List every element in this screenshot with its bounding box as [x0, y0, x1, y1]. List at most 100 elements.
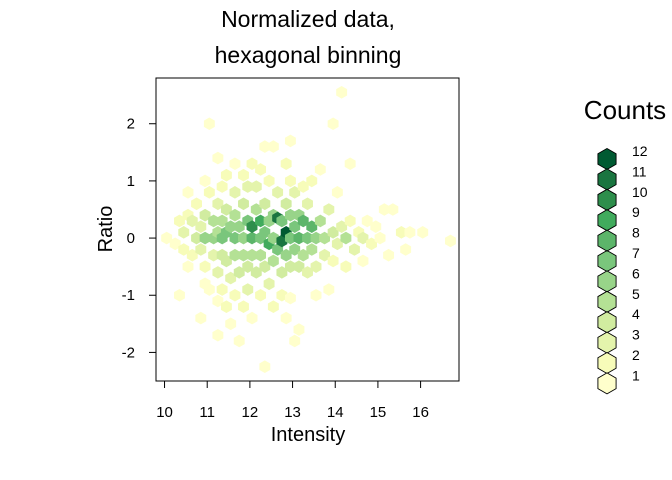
- hex-bin-58: [238, 168, 249, 182]
- legend-label-9: 9: [632, 204, 640, 220]
- hex-bin-67: [246, 157, 258, 171]
- hex-bin-46: [229, 231, 241, 245]
- hex-bin-109: [289, 220, 301, 233]
- hex-bin-80: [259, 140, 271, 153]
- hex-bin-122: [302, 197, 313, 211]
- legend: 12 11 10 9 8 7 6 5 4 3 2 1: [597, 143, 648, 395]
- hex-bin-13: [195, 243, 207, 256]
- hex-bin-49: [229, 186, 241, 199]
- legend-hex-1: [597, 372, 617, 395]
- hex-bin-144: [344, 214, 356, 228]
- hex-bin-39: [220, 203, 232, 216]
- legend-label-8: 8: [632, 225, 640, 241]
- hex-bin-119: [297, 180, 309, 193]
- hex-bin-70: [250, 266, 262, 279]
- x-axis: 10 11 12 13 14 15 16: [156, 380, 429, 421]
- legend-label-1: 1: [632, 367, 640, 383]
- legend-label-10: 10: [632, 184, 648, 200]
- hex-bin-92: [272, 186, 284, 199]
- hex-bin-152: [370, 220, 382, 233]
- legend-hex-12: [597, 147, 617, 171]
- hex-bin-94: [276, 234, 288, 248]
- hex-bin-154: [378, 203, 390, 216]
- hex-bin-62: [242, 180, 254, 193]
- hex-bin-104: [284, 208, 296, 222]
- hex-bin-20: [195, 311, 207, 325]
- x-axis-label: Intensity: [271, 424, 345, 446]
- hex-bin-149: [357, 254, 369, 268]
- hex-bin-30: [212, 151, 224, 165]
- hex-bin-155: [383, 248, 395, 262]
- legend-label-6: 6: [632, 265, 640, 281]
- hex-bin-108: [284, 291, 296, 305]
- hex-bin-116: [293, 323, 305, 336]
- hex-bin-41: [220, 168, 232, 182]
- legend-hex-11: [597, 168, 617, 191]
- legend-hex-10: [597, 188, 617, 211]
- hex-bin-37: [216, 283, 228, 296]
- hex-bin-22: [203, 186, 215, 199]
- hex-bin-86: [267, 231, 279, 245]
- hex-bin-43: [225, 271, 237, 285]
- hex-bin-135: [327, 226, 339, 239]
- hex-bin-138: [331, 186, 343, 199]
- hex-bin-3: [178, 243, 190, 256]
- legend-label-5: 5: [632, 286, 640, 302]
- legend-label-2: 2: [632, 347, 640, 363]
- legend-title: Counts: [584, 95, 666, 125]
- hex-bin-151: [366, 237, 377, 251]
- hex-bin-29: [212, 266, 224, 279]
- hex-bin-73: [255, 214, 267, 228]
- hex-bin-77: [259, 197, 271, 211]
- y-axis-label: Ratio: [95, 206, 117, 253]
- hex-bins: [161, 85, 456, 374]
- legend-label-7: 7: [632, 245, 640, 261]
- hex-bin-79: [259, 226, 271, 239]
- hex-bin-121: [302, 266, 313, 279]
- hex-bin-66: [246, 248, 258, 262]
- hex-bin-158: [400, 243, 412, 256]
- hex-bin-134: [323, 283, 335, 296]
- hex-bin-107: [284, 134, 296, 148]
- hex-bin-115: [293, 260, 305, 273]
- hex-bin-124: [306, 243, 318, 256]
- hex-bin-110: [289, 243, 301, 256]
- hex-bin-12: [191, 197, 202, 211]
- chart-title-line-2: hexagonal binning: [215, 42, 402, 68]
- hex-bin-137: [327, 117, 339, 131]
- hex-bin-146: [348, 243, 360, 256]
- hex-bin-156: [387, 203, 399, 216]
- hex-bin-16: [199, 208, 211, 222]
- hex-bin-136: [327, 254, 339, 268]
- hex-bin-6: [182, 186, 194, 199]
- hex-bin-23: [203, 117, 215, 131]
- legend-hex-4: [597, 311, 617, 334]
- y-tick-label-4: 2: [127, 116, 135, 133]
- hex-bin-160: [417, 226, 429, 239]
- hex-bin-11: [186, 214, 198, 228]
- hex-bin-15: [199, 231, 211, 245]
- hex-bin-65: [246, 220, 258, 233]
- hex-bin-78: [259, 260, 271, 273]
- hex-bin-143: [340, 260, 352, 273]
- hex-bin-159: [404, 226, 416, 239]
- hex-bin-32: [212, 328, 224, 342]
- hex-bin-8: [174, 288, 185, 302]
- legend-hex-9: [597, 209, 617, 232]
- hex-bin-112: [289, 334, 301, 348]
- hex-bin-85: [263, 174, 275, 188]
- legend-label-4: 4: [632, 306, 640, 322]
- hex-bin-57: [238, 197, 249, 211]
- hex-bin-14: [195, 220, 207, 233]
- hex-bin-130: [314, 163, 326, 176]
- hex-bin-111: [289, 186, 301, 199]
- hex-bin-21: [203, 283, 215, 296]
- hex-bin-0: [161, 231, 173, 245]
- hex-bin-42: [220, 300, 232, 313]
- hex-bin-126: [310, 231, 322, 245]
- hex-bin-31: [212, 294, 224, 308]
- hex-bin-28: [212, 197, 224, 211]
- hex-bin-120: [302, 231, 313, 245]
- hex-bin-97: [276, 288, 288, 302]
- hex-bin-142: [340, 231, 352, 245]
